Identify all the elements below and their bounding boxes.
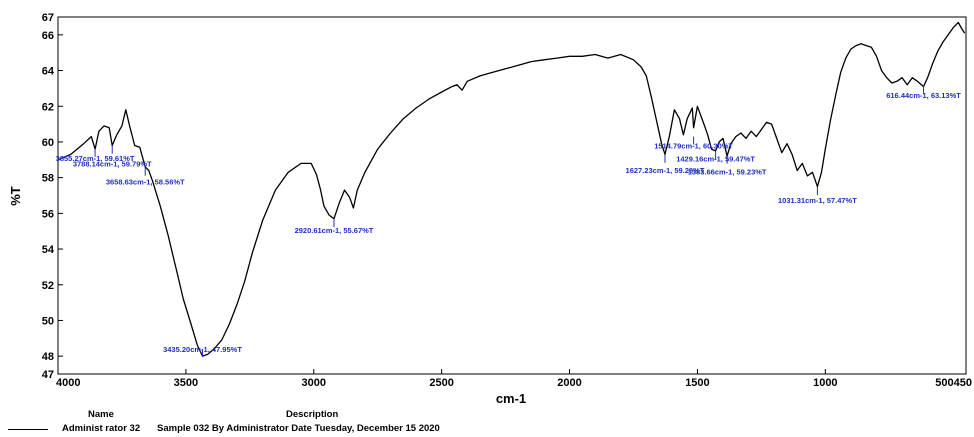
- peak-label: 1383.66cm-1, 59.23%T: [688, 168, 767, 177]
- x-axis-title: cm-1: [496, 391, 526, 406]
- y-tick-label: 52: [42, 280, 54, 292]
- y-tick-label: 48: [42, 351, 54, 363]
- y-tick-label: 58: [42, 173, 54, 185]
- y-axis-title: %T: [8, 186, 23, 206]
- legend-line-swatch: [8, 429, 48, 430]
- peak-label: 1429.16cm-1, 59.47%T: [676, 154, 755, 163]
- x-tick-label: 4000: [56, 377, 80, 389]
- y-tick-label: 54: [42, 244, 55, 256]
- x-tick-label: 2500: [429, 377, 453, 389]
- plot-frame: [57, 16, 967, 375]
- x-tick-label: 3000: [302, 377, 326, 389]
- x-tick-label: 1500: [685, 377, 709, 389]
- y-tick-label: 60: [42, 137, 54, 149]
- legend-entry-description: Sample 032 By Administrator Date Tuesday…: [157, 423, 440, 434]
- x-axis-ticks: 4000 3500 3000 2500 2000 1500 1000 500450: [56, 369, 972, 389]
- legend-name-header: Name: [88, 409, 114, 420]
- y-tick-label: 47: [42, 369, 54, 381]
- peak-label: 1031.31cm-1, 57.47%T: [778, 196, 857, 205]
- y-tick-label: 50: [42, 315, 54, 327]
- y-tick-label: 56: [42, 208, 54, 220]
- y-tick-label: 66: [42, 30, 54, 42]
- y-tick-label: 67: [42, 12, 54, 24]
- x-tick-label: 1000: [813, 377, 837, 389]
- y-axis-ticks: 47 48 50 52 54 56 58 60 62 64 66 67: [42, 12, 63, 381]
- y-tick-label: 64: [42, 66, 55, 78]
- peak-label: 1514.79cm-1, 60.30%T: [654, 142, 733, 151]
- peak-label: 3435.20cm-1, 47.95%T: [163, 345, 242, 354]
- peak-label: 3658.63cm-1, 58.56%T: [106, 178, 185, 187]
- ftir-spectrum-chart: 47 48 50 52 54 56 58 60 62 64 66 67 4000 3500 3000 250…: [8, 12, 972, 406]
- legend-description-header: Description: [286, 409, 339, 420]
- x-tick-label: 3500: [174, 377, 198, 389]
- peak-label: 1627.23cm-1, 59.28%T: [626, 166, 705, 175]
- legend-entry-name: Administ rator 32: [62, 423, 141, 434]
- spectrum-series-line: [57, 21, 966, 357]
- x-tick-label: 500450: [935, 377, 972, 389]
- peak-label: 2920.61cm-1, 55.67%T: [295, 226, 374, 235]
- legend: Name Description Administ rator 32 Sampl…: [0, 409, 974, 437]
- peak-label: 3855.27cm-1, 59.61%T: [56, 154, 135, 163]
- y-tick-label: 62: [42, 101, 54, 113]
- x-tick-label: 2000: [557, 377, 581, 389]
- peak-label: 3788.14cm-1, 59.79%T: [73, 160, 152, 169]
- peak-label: 616.44cm-1, 63.13%T: [886, 91, 961, 100]
